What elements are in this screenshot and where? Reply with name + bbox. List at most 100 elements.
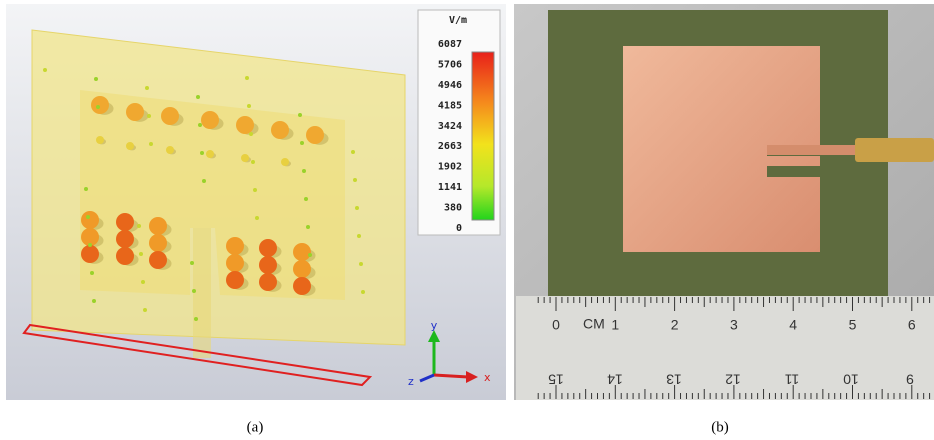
small-arrow bbox=[147, 114, 151, 118]
cone bbox=[201, 111, 219, 129]
colorbar-label: 2663 bbox=[438, 141, 462, 152]
cone bbox=[81, 245, 99, 263]
cone bbox=[206, 150, 214, 158]
cone bbox=[116, 230, 134, 248]
small-arrow bbox=[94, 77, 98, 81]
small-arrow bbox=[190, 261, 194, 265]
small-arrow bbox=[196, 95, 200, 99]
x-axis-arrow bbox=[434, 375, 468, 377]
colorbar-label: 1902 bbox=[438, 162, 462, 173]
small-arrow bbox=[304, 197, 308, 201]
small-arrow bbox=[308, 253, 312, 257]
small-arrow bbox=[202, 179, 206, 183]
small-arrow bbox=[137, 224, 141, 228]
small-arrow bbox=[86, 215, 90, 219]
ruler-unit: CM bbox=[583, 316, 605, 332]
colorbar-label: 380 bbox=[444, 203, 462, 214]
small-arrow bbox=[302, 169, 306, 173]
small-arrow bbox=[90, 271, 94, 275]
cone bbox=[81, 211, 99, 229]
small-arrow bbox=[145, 86, 149, 90]
ruler-label-inverted: 11 bbox=[785, 371, 800, 387]
y-axis-label: y bbox=[431, 319, 438, 332]
cone bbox=[259, 239, 277, 257]
cone bbox=[236, 116, 254, 134]
cone bbox=[259, 273, 277, 291]
small-arrow bbox=[139, 252, 143, 256]
small-arrow bbox=[351, 150, 355, 154]
small-arrow bbox=[143, 308, 147, 312]
colorbar-label: 1141 bbox=[438, 182, 462, 193]
colorbar-label: 5706 bbox=[438, 59, 462, 70]
caption-b: (b) bbox=[711, 419, 729, 435]
cone bbox=[226, 237, 244, 255]
small-arrow bbox=[192, 289, 196, 293]
sma-connector bbox=[855, 138, 934, 162]
ruler-label-inverted: 14 bbox=[607, 371, 623, 387]
cone bbox=[271, 121, 289, 139]
colorbar-label: 3424 bbox=[438, 121, 462, 132]
cone bbox=[281, 158, 289, 166]
small-arrow bbox=[249, 132, 253, 136]
cone bbox=[96, 136, 104, 144]
colorbar-label: 6087 bbox=[438, 39, 462, 50]
small-arrow bbox=[247, 104, 251, 108]
small-arrow bbox=[194, 317, 198, 321]
small-arrow bbox=[357, 234, 361, 238]
cone bbox=[126, 103, 144, 121]
small-arrow bbox=[200, 151, 204, 155]
ruler-label: 6 bbox=[908, 317, 916, 333]
cone bbox=[91, 96, 109, 114]
ruler-label-inverted: 15 bbox=[548, 371, 564, 387]
x-axis-label: x bbox=[484, 371, 491, 384]
small-arrow bbox=[149, 142, 153, 146]
colorbar-label: 4946 bbox=[438, 80, 462, 91]
cone bbox=[149, 217, 167, 235]
cone bbox=[293, 260, 311, 278]
small-arrow bbox=[359, 262, 363, 266]
ruler-label-inverted: 9 bbox=[906, 371, 914, 387]
cone bbox=[241, 154, 249, 162]
cone bbox=[149, 251, 167, 269]
cone bbox=[226, 254, 244, 272]
ruler-label-inverted: 12 bbox=[725, 371, 741, 387]
small-arrow bbox=[306, 225, 310, 229]
ruler-label-inverted: 13 bbox=[666, 371, 682, 387]
ruler-label: 3 bbox=[730, 317, 738, 333]
small-arrow bbox=[92, 299, 96, 303]
cone bbox=[149, 234, 167, 252]
small-arrow bbox=[253, 188, 257, 192]
small-arrow bbox=[141, 280, 145, 284]
cone bbox=[306, 126, 324, 144]
small-arrow bbox=[251, 160, 255, 164]
ruler-label: 4 bbox=[789, 317, 797, 333]
ruler-label-inverted: 10 bbox=[843, 371, 859, 387]
small-arrow bbox=[88, 243, 92, 247]
cone bbox=[161, 107, 179, 125]
small-arrow bbox=[298, 113, 302, 117]
ruler bbox=[516, 296, 934, 400]
ruler-label: 2 bbox=[671, 317, 679, 333]
panel-a: V/m 608757064946418534242663190211413800… bbox=[6, 4, 506, 435]
z-axis-label: z bbox=[408, 375, 414, 388]
cone bbox=[126, 142, 134, 150]
feed-line bbox=[193, 228, 211, 358]
cone bbox=[166, 146, 174, 154]
small-arrow bbox=[84, 187, 88, 191]
colorbar-scale bbox=[472, 52, 494, 220]
cone bbox=[116, 213, 134, 231]
colorbar-label: 4185 bbox=[438, 100, 462, 111]
small-arrow bbox=[361, 290, 365, 294]
cone bbox=[293, 277, 311, 295]
small-arrow bbox=[245, 76, 249, 80]
panel-b: 01234561514131211109 CM (b) bbox=[514, 4, 934, 435]
small-arrow bbox=[353, 178, 357, 182]
colorbar-label: 0 bbox=[456, 223, 462, 234]
cone bbox=[226, 271, 244, 289]
small-arrow bbox=[96, 105, 100, 109]
cone bbox=[259, 256, 277, 274]
ruler-label: 0 bbox=[552, 317, 560, 333]
ruler-label: 1 bbox=[611, 317, 619, 333]
small-arrow bbox=[355, 206, 359, 210]
caption-a: (a) bbox=[247, 419, 264, 435]
